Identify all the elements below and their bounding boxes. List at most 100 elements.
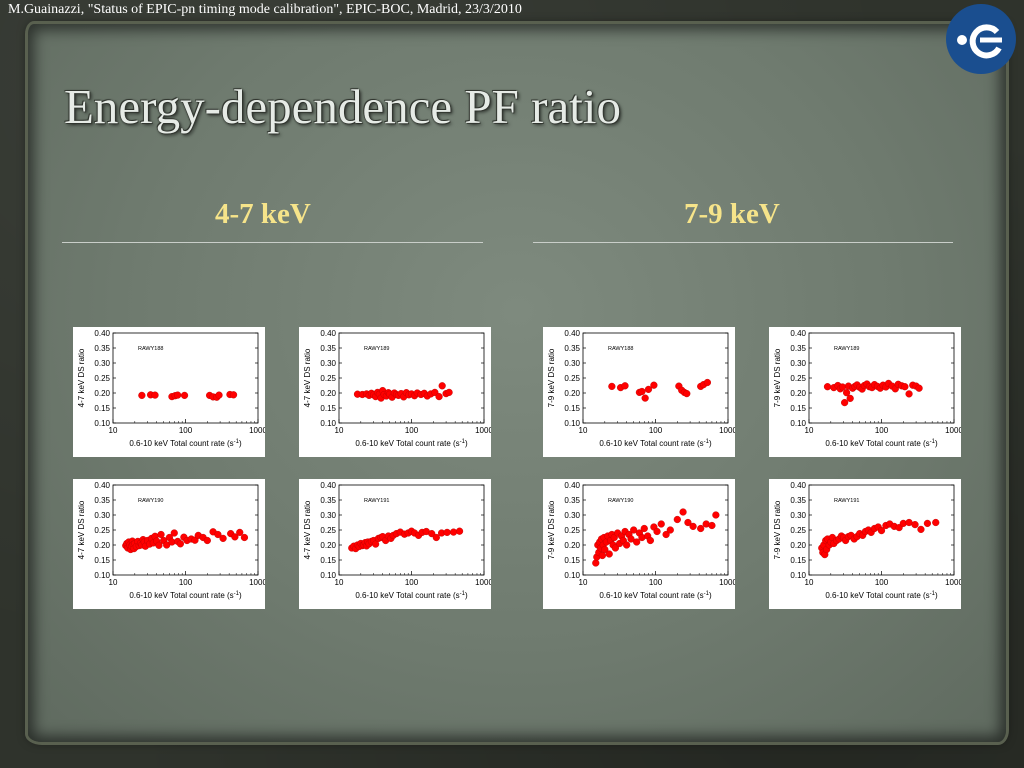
data-point <box>697 524 705 533</box>
y-tick-label: 0.30 <box>564 359 580 368</box>
data-point <box>611 544 620 552</box>
data-point <box>236 528 244 537</box>
y-tick-label: 0.40 <box>790 481 806 490</box>
x-axis-label-end: ) <box>465 591 468 600</box>
data-point <box>215 391 223 399</box>
data-point <box>443 528 451 537</box>
y-tick-label: 0.30 <box>320 511 336 520</box>
data-point <box>703 378 712 387</box>
y-tick-label: 0.20 <box>790 541 806 550</box>
x-tick-label: 100 <box>649 426 663 435</box>
data-point <box>683 389 691 398</box>
x-axis-label-main: 0.6-10 keV Total count rate (s <box>129 591 233 600</box>
data-point <box>592 559 600 567</box>
x-axis-label-end: ) <box>465 439 468 448</box>
data-point <box>174 391 182 399</box>
x-tick-label: 100 <box>179 426 193 435</box>
x-axis-label-main: 0.6-10 keV Total count rate (s <box>825 439 929 448</box>
y-tick-label: 0.40 <box>94 481 110 490</box>
data-point <box>646 536 654 545</box>
x-axis-label-superscript: -1 <box>704 439 710 445</box>
data-point <box>449 528 458 536</box>
scatter-plot-4-7kev-rawy189: 0.10 0.15 0.20 0.25 0.30 0.35 0.40 10 100 1000 RAW… <box>299 327 491 457</box>
data-point <box>932 518 940 527</box>
scatter-svg: 0.10 0.15 0.20 0.25 0.30 0.35 0.40 10 100 1000 RAW… <box>773 481 961 600</box>
plot-frame <box>582 332 729 424</box>
x-tick-label: 100 <box>405 426 419 435</box>
data-point <box>229 391 238 399</box>
data-point <box>455 527 464 535</box>
y-tick-label: 0.35 <box>564 496 580 505</box>
y-tick-label: 0.10 <box>790 571 806 580</box>
x-axis-label: 0.6-10 keV Total count rate (s-1) <box>825 591 938 600</box>
x-axis-label-superscript: -1 <box>460 591 466 597</box>
citation-text: M.Guainazzi, "Status of EPIC-pn timing m… <box>8 2 522 17</box>
y-tick-label: 0.25 <box>564 526 580 535</box>
scatter-svg: 0.10 0.15 0.20 0.25 0.30 0.35 0.40 10 100 1000 RAW… <box>77 481 265 600</box>
y-tick-label: 0.40 <box>320 481 336 490</box>
x-axis-label-superscript: -1 <box>234 591 240 597</box>
x-tick-label: 10 <box>579 578 588 587</box>
panel-label: RAWY190 <box>138 498 163 504</box>
x-tick-label: 1000 <box>945 426 961 435</box>
y-tick-label: 0.25 <box>94 526 110 535</box>
y-tick-label: 0.35 <box>320 496 336 505</box>
data-point <box>653 527 661 536</box>
x-tick-label: 10 <box>805 426 814 435</box>
data-point <box>650 381 658 389</box>
x-axis-label-end: ) <box>709 439 712 448</box>
data-point <box>608 382 616 391</box>
x-tick-label: 100 <box>649 578 663 587</box>
data-point <box>905 390 913 398</box>
column-heading-left: 4-7 keV <box>215 198 311 230</box>
scatter-svg: 0.10 0.15 0.20 0.25 0.30 0.35 0.40 10 100 1000 RAW… <box>303 481 491 600</box>
plot-frame <box>112 484 259 576</box>
data-point <box>641 394 649 402</box>
x-axis-label: 0.6-10 keV Total count rate (s-1) <box>129 591 242 600</box>
data-point <box>601 545 609 554</box>
x-tick-label: 10 <box>335 578 344 587</box>
y-tick-label: 0.30 <box>94 359 110 368</box>
data-point <box>170 529 178 537</box>
x-axis-label-superscript: -1 <box>234 439 240 445</box>
scatter-svg: 0.10 0.15 0.20 0.25 0.30 0.35 0.40 10 100 1000 RAW… <box>547 329 735 448</box>
data-point <box>435 392 443 401</box>
x-tick-label: 1000 <box>475 426 491 435</box>
x-axis-label-main: 0.6-10 keV Total count rate (s <box>825 591 929 600</box>
scatter-plot-4-7kev-rawy188: 0.10 0.15 0.20 0.25 0.30 0.35 0.40 10 100 1000 RAW… <box>73 327 265 457</box>
y-tick-label: 0.10 <box>564 419 580 428</box>
x-tick-label: 100 <box>875 578 889 587</box>
y-tick-label: 0.25 <box>564 374 580 383</box>
y-tick-label: 0.35 <box>94 344 110 353</box>
x-axis-label-main: 0.6-10 keV Total count rate (s <box>599 439 703 448</box>
panel-label: RAWY188 <box>608 346 633 352</box>
x-tick-label: 1000 <box>719 578 735 587</box>
y-tick-label: 0.20 <box>564 541 580 550</box>
x-axis-label: 0.6-10 keV Total count rate (s-1) <box>355 439 468 448</box>
y-tick-label: 0.20 <box>320 389 336 398</box>
scatter-svg: 0.10 0.15 0.20 0.25 0.30 0.35 0.40 10 100 1000 RAW… <box>77 329 265 448</box>
y-tick-label: 0.15 <box>320 404 336 413</box>
data-point <box>708 521 716 530</box>
plot-frame <box>112 332 259 424</box>
data-point <box>428 529 436 538</box>
x-axis-label: 0.6-10 keV Total count rate (s-1) <box>599 591 712 600</box>
data-point <box>638 387 646 396</box>
x-axis-label-main: 0.6-10 keV Total count rate (s <box>355 591 459 600</box>
y-tick-label: 0.10 <box>320 571 336 580</box>
y-tick-label: 0.20 <box>94 389 110 398</box>
y-axis-label: 7-9 keV DS ratio <box>773 500 782 559</box>
x-axis-label-superscript: -1 <box>704 591 710 597</box>
x-tick-label: 1000 <box>249 426 265 435</box>
column-heading-right: 7-9 keV <box>684 198 780 230</box>
panel-label: RAWY191 <box>364 498 389 504</box>
y-tick-label: 0.15 <box>790 404 806 413</box>
plot-frame <box>808 332 955 424</box>
x-axis-label-main: 0.6-10 keV Total count rate (s <box>599 591 703 600</box>
x-axis-label: 0.6-10 keV Total count rate (s-1) <box>129 439 242 448</box>
data-point <box>679 508 687 516</box>
scatter-svg: 0.10 0.15 0.20 0.25 0.30 0.35 0.40 10 100 1000 RAW… <box>303 329 491 448</box>
data-point <box>917 525 925 534</box>
x-axis-label-end: ) <box>935 439 938 448</box>
data-point <box>231 533 239 541</box>
